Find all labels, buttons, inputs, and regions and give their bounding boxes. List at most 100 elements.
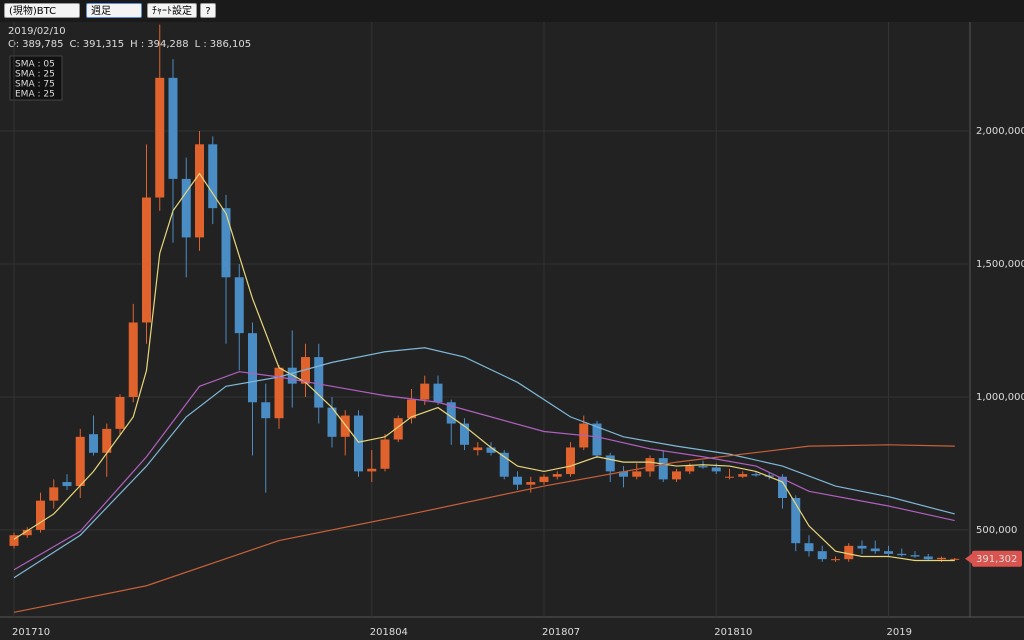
candle-body (672, 471, 681, 480)
y-tick-label: 500,000 (976, 525, 1017, 536)
candle-body (817, 551, 827, 560)
candle-body (857, 545, 867, 549)
candle-body (168, 77, 178, 179)
candle-body (513, 476, 522, 485)
candle-body (632, 471, 642, 477)
candle-body (420, 383, 430, 400)
info-value: 389,785 (22, 39, 63, 50)
candle-body (340, 415, 350, 437)
legend-label: SMA : 25 (15, 70, 55, 80)
legend-label: SMA : 75 (15, 80, 55, 90)
candle-body (831, 559, 840, 561)
last-price-arrow (965, 553, 972, 564)
chart-bg (0, 22, 1024, 640)
candle-body (75, 436, 85, 487)
candle-body (446, 402, 456, 424)
candle-body (208, 144, 218, 209)
candle-body (301, 357, 310, 384)
candle-body (499, 452, 509, 477)
candle-body (102, 428, 112, 453)
ma-line (13, 347, 955, 579)
last-price-tag (972, 550, 1022, 567)
candle-body (844, 545, 854, 560)
ma-line (13, 371, 955, 571)
candle-body (685, 466, 695, 472)
x-tick-label: 201710 (12, 627, 50, 638)
candle-body (950, 558, 960, 560)
candle-body (698, 466, 708, 468)
candle-body (380, 439, 390, 469)
candle-body (619, 471, 628, 477)
period-select[interactable]: 週足 (86, 3, 142, 18)
candle-body (566, 447, 575, 475)
candle-body (155, 77, 165, 198)
candle-body (195, 144, 204, 238)
candle-body (870, 548, 880, 552)
x-tick-label: 2019 (887, 627, 912, 638)
market-select[interactable]: (現物)BTC (4, 3, 80, 18)
candle-body (539, 476, 549, 483)
candle-body (645, 458, 655, 472)
candle-body (526, 482, 536, 485)
x-tick-label: 201810 (714, 627, 752, 638)
settings-button[interactable]: ﾁｬｰﾄ設定 (147, 3, 197, 18)
ma-line (13, 172, 955, 562)
candle-body (592, 423, 602, 456)
candle-body (764, 475, 774, 477)
help-button[interactable]: ? (200, 3, 216, 18)
info-value: 386,105 (210, 39, 251, 50)
info-key: C: (69, 39, 79, 50)
candle-body (937, 557, 946, 560)
legend-label: EMA : 25 (15, 90, 55, 100)
candle-body (49, 487, 59, 501)
candle-body (804, 543, 814, 552)
candle-body (9, 535, 19, 546)
candle-body (658, 458, 668, 480)
last-price-label: 391,302 (976, 554, 1017, 565)
legend-label: SMA : 05 (15, 60, 55, 70)
candle-body (221, 208, 231, 278)
candle-body (910, 555, 920, 557)
candle-body (142, 197, 151, 323)
info-key: L : (195, 39, 207, 50)
y-tick-label: 1,000,000 (976, 392, 1024, 403)
candle-body (407, 399, 416, 419)
candle-body (234, 277, 244, 334)
candle-body (433, 383, 443, 403)
legend-box (9, 55, 63, 101)
x-tick-label: 201804 (370, 627, 408, 638)
info-key: H : (130, 39, 144, 50)
candle-body (711, 467, 721, 472)
candle-body (36, 500, 45, 530)
candle-body (327, 407, 337, 437)
ma-line (13, 444, 955, 613)
candle-body (115, 396, 125, 429)
candle-body (261, 402, 271, 419)
candle-body (128, 322, 138, 397)
candle-body (62, 482, 72, 487)
candle-body (923, 556, 933, 560)
candle-body (248, 333, 257, 403)
y-tick-label: 1,500,000 (976, 259, 1024, 270)
candle-body (367, 468, 377, 472)
candle-body (751, 474, 761, 476)
info-value: 391,315 (83, 39, 124, 50)
info-date: 2019/02/10 (8, 26, 66, 37)
candle-body (884, 551, 893, 554)
candle-body (354, 415, 363, 472)
candle-body (274, 367, 284, 419)
info-value: 394,288 (147, 39, 188, 50)
candle-body (552, 474, 562, 477)
candle-body (314, 357, 324, 408)
candle-body (738, 474, 748, 477)
candle-body (791, 497, 801, 544)
candle-body (181, 178, 191, 238)
candle-body (725, 476, 734, 478)
candle-body (486, 447, 496, 453)
candle-body (778, 476, 787, 498)
y-tick-label: 2,000,000 (976, 126, 1024, 137)
x-tick-label: 201807 (542, 627, 580, 638)
candle-body (393, 418, 403, 440)
